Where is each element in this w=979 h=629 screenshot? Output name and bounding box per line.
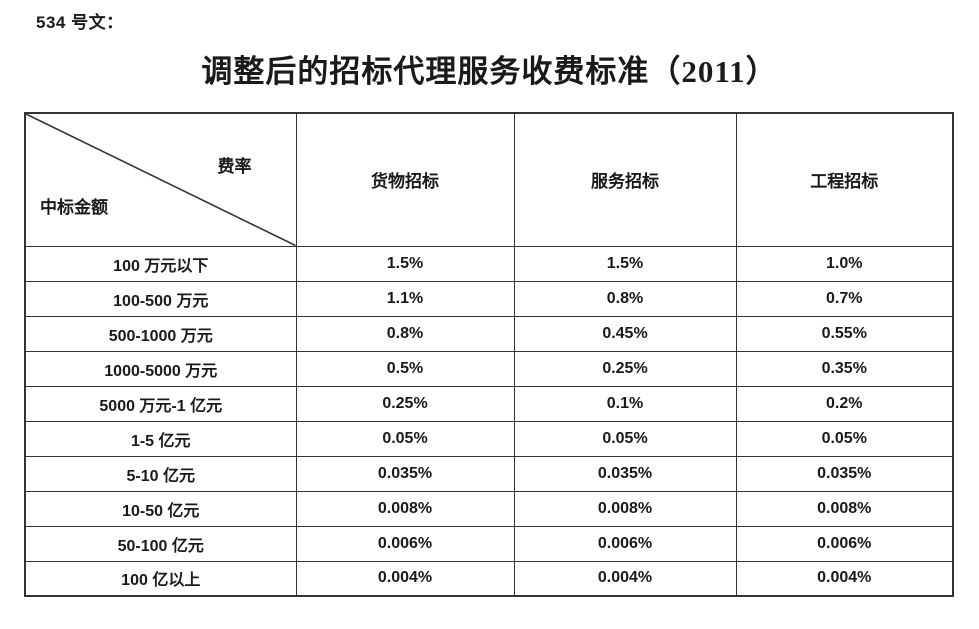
fee-cell: 0.8% [513, 280, 737, 317]
fee-cell: 0.05% [735, 420, 954, 457]
fee-cell: 1.5% [295, 245, 515, 282]
corner-label-amount: 中标金额 [40, 197, 108, 217]
column-header-goods: 货物招标 [295, 112, 515, 247]
fee-cell: 0.55% [735, 315, 954, 352]
table-row: 10-50 亿元 0.008% 0.008% 0.008% [24, 490, 954, 527]
fee-cell: 0.25% [513, 350, 737, 387]
fee-cell: 0.035% [295, 455, 515, 492]
fee-rate-table: 费率 中标金额 货物招标 服务招标 工程招标 100 万元以下 1.5% 1.5… [24, 112, 954, 597]
fee-cell: 0.008% [513, 490, 737, 527]
diagonal-divider-line [26, 114, 296, 246]
fee-cell: 0.006% [513, 525, 737, 562]
table-row: 100 万元以下 1.5% 1.5% 1.0% [24, 245, 954, 282]
fee-cell: 0.035% [513, 455, 737, 492]
corner-header-cell: 费率 中标金额 [24, 112, 297, 247]
row-label: 500-1000 万元 [24, 315, 297, 352]
fee-cell: 0.006% [735, 525, 954, 562]
row-label: 10-50 亿元 [24, 490, 297, 527]
fee-cell: 1.1% [295, 280, 515, 317]
fee-cell: 0.25% [295, 385, 515, 422]
page-title: 调整后的招标代理服务收费标准（2011） [201, 54, 778, 89]
table-row: 100 亿以上 0.004% 0.004% 0.004% [24, 560, 954, 597]
fee-cell: 0.004% [295, 560, 515, 597]
row-label: 100 亿以上 [24, 560, 297, 597]
fee-cell: 0.5% [295, 350, 515, 387]
table-row: 1-5 亿元 0.05% 0.05% 0.05% [24, 420, 954, 457]
fee-cell: 0.7% [735, 280, 954, 317]
doc-number: 534 号文： [36, 13, 124, 32]
table-row: 50-100 亿元 0.006% 0.006% 0.006% [24, 525, 954, 562]
table-row: 1000-5000 万元 0.5% 0.25% 0.35% [24, 350, 954, 387]
fee-cell: 0.035% [735, 455, 954, 492]
fee-cell: 0.05% [295, 420, 515, 457]
fee-cell: 0.004% [513, 560, 737, 597]
fee-cell: 0.2% [735, 385, 954, 422]
column-header-engineering: 工程招标 [735, 112, 954, 247]
fee-cell: 1.0% [735, 245, 954, 282]
corner-label-rate: 费率 [217, 157, 252, 176]
table-row: 500-1000 万元 0.8% 0.45% 0.55% [24, 315, 954, 352]
fee-cell: 0.008% [735, 490, 954, 527]
table-header-row: 费率 中标金额 货物招标 服务招标 工程招标 [24, 112, 954, 247]
row-label: 5000 万元-1 亿元 [24, 385, 297, 422]
fee-cell: 1.5% [513, 245, 737, 282]
fee-cell: 0.1% [513, 385, 737, 422]
fee-cell: 0.004% [735, 560, 954, 597]
table-row: 100-500 万元 1.1% 0.8% 0.7% [24, 280, 954, 317]
row-label: 1000-5000 万元 [24, 350, 297, 387]
fee-cell: 0.05% [513, 420, 737, 457]
table-row: 5-10 亿元 0.035% 0.035% 0.035% [24, 455, 954, 492]
row-label: 100 万元以下 [24, 245, 297, 282]
row-label: 100-500 万元 [24, 280, 297, 317]
row-label: 1-5 亿元 [24, 420, 297, 457]
fee-cell: 0.008% [295, 490, 515, 527]
fee-cell: 0.006% [295, 525, 515, 562]
fee-cell: 0.8% [295, 315, 515, 352]
fee-cell: 0.35% [735, 350, 954, 387]
column-header-services: 服务招标 [513, 112, 737, 247]
row-label: 50-100 亿元 [24, 525, 297, 562]
row-label: 5-10 亿元 [24, 455, 297, 492]
fee-cell: 0.45% [513, 315, 737, 352]
table-row: 5000 万元-1 亿元 0.25% 0.1% 0.2% [24, 385, 954, 422]
